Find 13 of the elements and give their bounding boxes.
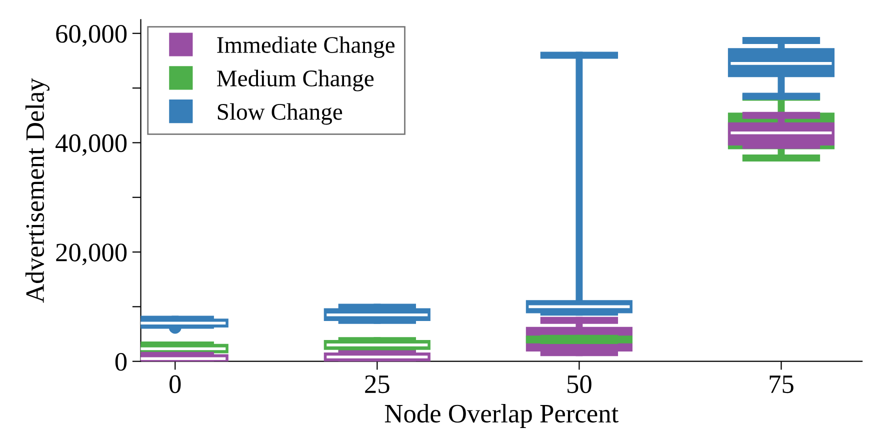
y-tick-label: 40,000 <box>56 134 127 156</box>
legend-label: Immediate Change <box>217 36 394 58</box>
x-tick-label: 25 <box>365 375 390 394</box>
y-tick-label: 0 <box>115 352 127 371</box>
x-axis-title: Node Overlap Percent <box>384 404 618 428</box>
y-tick-label: 60,000 <box>56 24 127 47</box>
legend-label: Medium Change <box>217 70 374 92</box>
legend-label: Slow Change <box>218 103 342 125</box>
y-tick-label: 20,000 <box>56 244 127 266</box>
y-axis-title: Advertisement Delay <box>25 78 50 303</box>
x-tick-label: 75 <box>770 376 794 394</box>
x-tick-label: 0 <box>170 375 181 394</box>
x-tick-label: 50 <box>568 375 592 394</box>
